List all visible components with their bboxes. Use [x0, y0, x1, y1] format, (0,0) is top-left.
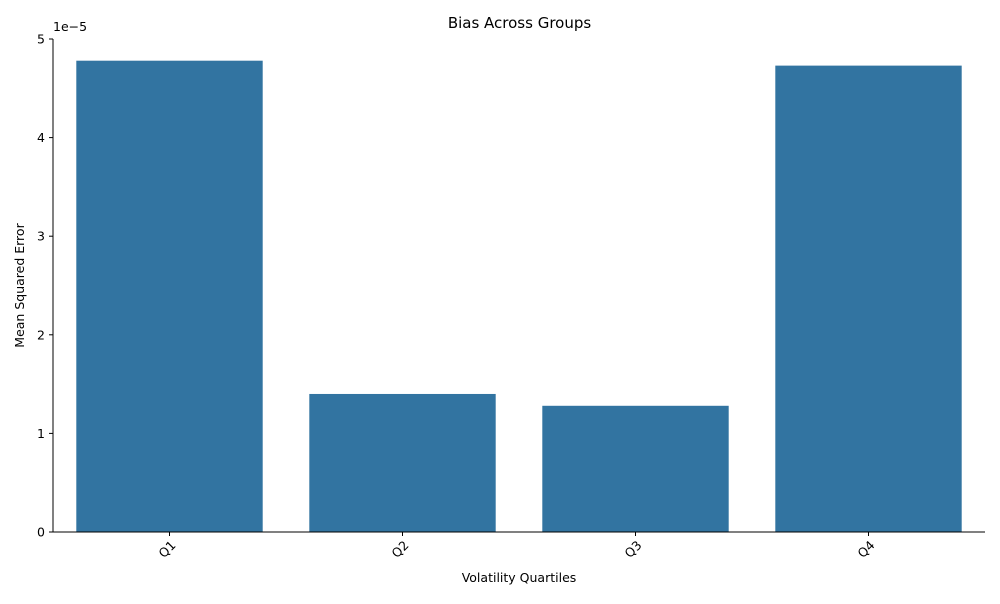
y-tick-label: 4 — [37, 130, 45, 145]
chart-title: Bias Across Groups — [448, 14, 592, 32]
x-tick-label: Q2 — [388, 538, 411, 561]
bars-group — [76, 60, 962, 532]
x-tick-label: Q3 — [621, 538, 644, 561]
y-tick-label: 0 — [37, 525, 45, 540]
y-tick-label: 2 — [37, 327, 45, 342]
y-tick-label: 1 — [37, 426, 45, 441]
bar-q1 — [76, 60, 263, 532]
y-axis-scale-factor: 1e−5 — [53, 19, 87, 34]
x-tick-label: Q4 — [854, 537, 877, 560]
y-tick-label: 5 — [37, 32, 45, 47]
bar-q3 — [542, 405, 729, 532]
x-axis-label: Volatility Quartiles — [462, 570, 577, 585]
y-tick-label: 3 — [37, 229, 45, 244]
bar-q4 — [775, 65, 962, 532]
y-ticks-group: 0 1 2 3 4 5 — [37, 32, 53, 540]
bar-q2 — [309, 393, 496, 532]
y-axis-label: Mean Squared Error — [12, 222, 27, 347]
x-tick-label: Q1 — [155, 538, 178, 561]
x-ticks-group: Q1 Q2 Q3 Q4 — [155, 532, 878, 561]
